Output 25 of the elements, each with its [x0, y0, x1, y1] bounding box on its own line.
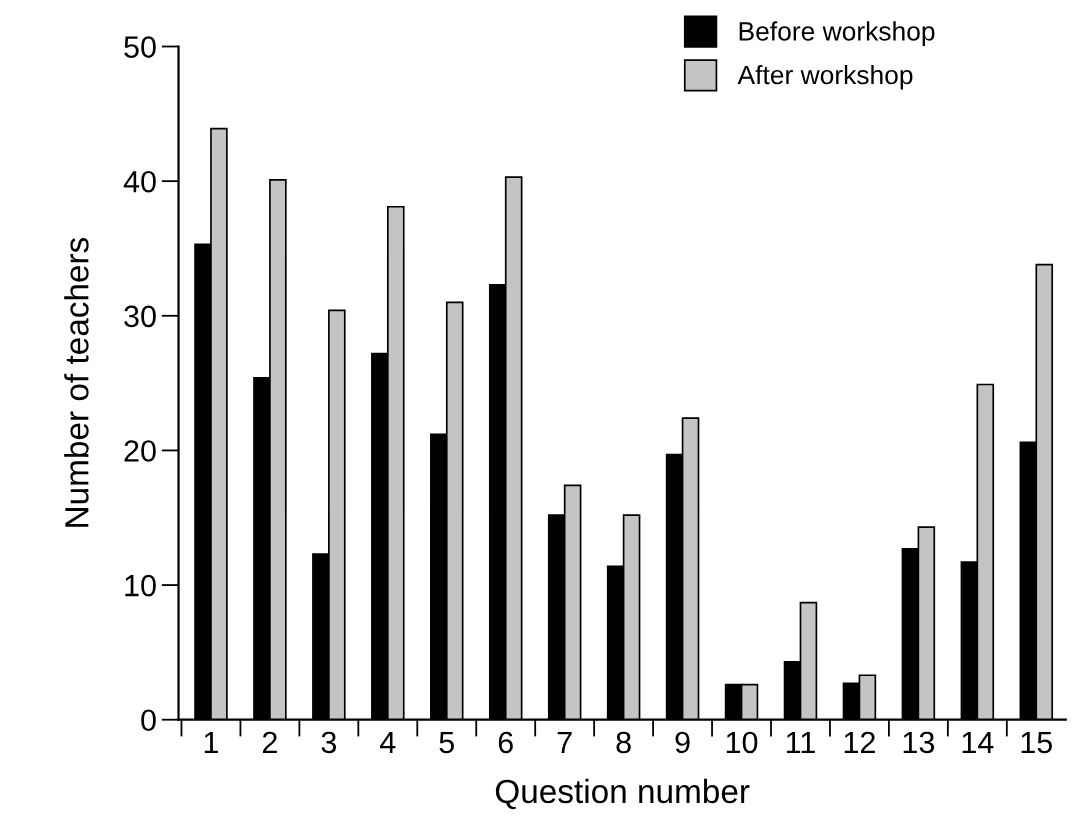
- x-tick-label: 12: [844, 731, 875, 753]
- x-tick-label: 13: [903, 731, 935, 754]
- y-tick-label: 40: [123, 170, 156, 193]
- x-tick-label: 6: [498, 731, 513, 754]
- y-tick-label: 30: [124, 305, 156, 328]
- x-axis-title: Question number: [495, 778, 750, 810]
- legend-label: After workshop: [737, 64, 913, 90]
- x-tick-label: 15: [1021, 731, 1053, 754]
- x-tick-label: 3: [321, 731, 337, 754]
- x-tick-label: 4: [380, 731, 396, 753]
- x-tick-label: 11: [786, 731, 815, 753]
- y-tick-label: 50: [124, 36, 156, 58]
- legend-label: Before workshop: [739, 21, 935, 46]
- y-tick-label: 0: [141, 709, 156, 732]
- y-tick-label: 10: [125, 574, 156, 597]
- x-tick-label: 7: [557, 731, 572, 753]
- y-tick-label: 20: [124, 440, 156, 462]
- x-tick-label: 14: [962, 731, 994, 753]
- y-axis-title: Number of teachers: [64, 237, 89, 527]
- x-tick-label: 2: [262, 731, 277, 753]
- x-tick-label: 9: [675, 731, 690, 754]
- x-tick-label: 5: [439, 731, 454, 754]
- x-tick-label: 1: [204, 731, 218, 753]
- x-tick-label: 8: [616, 731, 631, 754]
- x-tick-label: 10: [726, 731, 758, 754]
